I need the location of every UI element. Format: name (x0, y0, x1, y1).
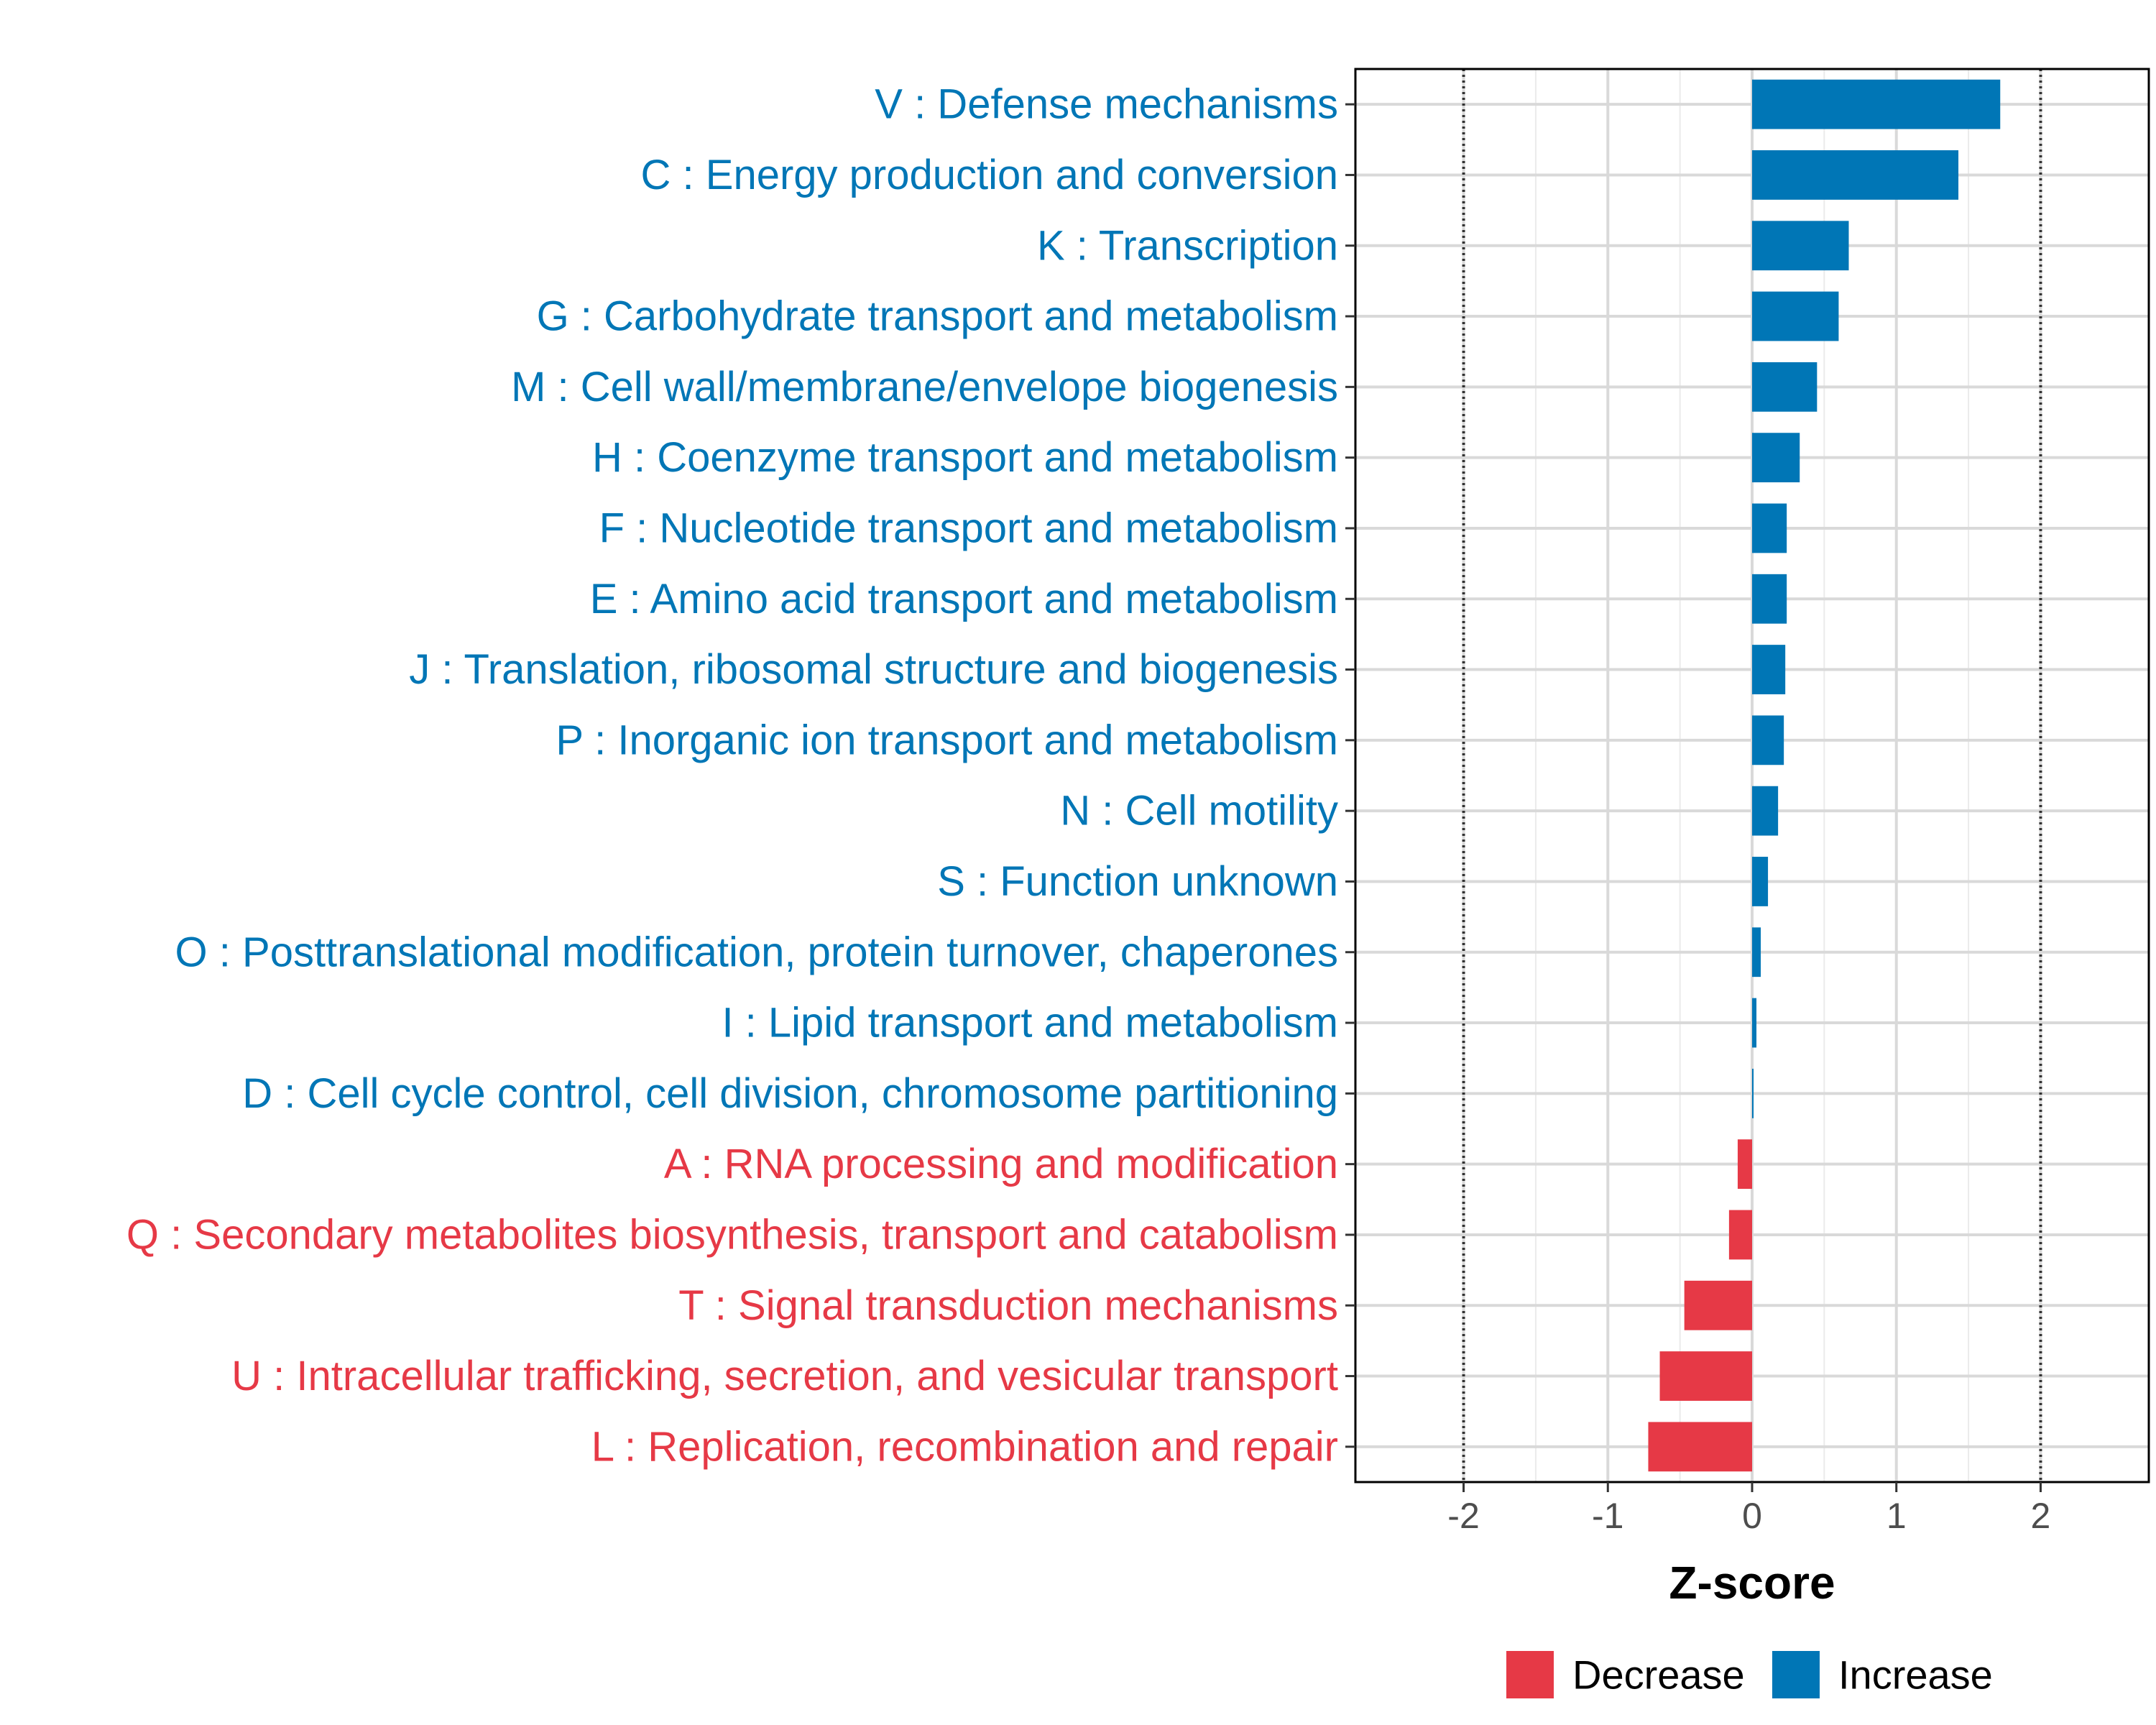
category-label: J : Translation, ribosomal structure and… (409, 646, 1338, 693)
category-label: L : Replication, recombination and repai… (591, 1423, 1338, 1470)
y-axis-ticks (1345, 103, 1355, 1448)
x-axis-labels: -2 -1 0 1 2 (1447, 1496, 2050, 1536)
x-tick-label: -1 (1592, 1496, 1623, 1536)
bar (1752, 79, 2001, 129)
category-label: G : Carbohydrate transport and metabolis… (537, 293, 1338, 340)
category-label: K : Transcription (1037, 222, 1338, 269)
category-label: A : RNA processing and modification (664, 1141, 1338, 1187)
y-axis-labels: V : Defense mechanisms C : Energy product… (126, 81, 1338, 1471)
legend-item: Decrease (1506, 1651, 1745, 1698)
bar (1728, 1210, 1752, 1260)
category-label: F : Nucleotide transport and metabolism (599, 505, 1338, 551)
category-label: H : Coenzyme transport and metabolism (592, 434, 1338, 481)
x-axis-title: Z-score (1669, 1557, 1835, 1609)
category-label: S : Function unknown (937, 858, 1338, 905)
bar (1752, 362, 1818, 412)
category-label: E : Amino acid transport and metabolism (590, 576, 1338, 622)
bar (1752, 503, 1787, 553)
category-label: M : Cell wall/membrane/envelope biogenes… (511, 364, 1338, 410)
bars (1648, 79, 2001, 1472)
legend-label: Increase (1838, 1652, 1993, 1698)
bar (1648, 1422, 1752, 1472)
bar (1752, 998, 1757, 1048)
bar (1659, 1351, 1752, 1401)
legend: Decrease Increase (1506, 1651, 1993, 1698)
x-tick-label: 2 (2031, 1496, 2051, 1536)
category-label: N : Cell motility (1060, 788, 1338, 834)
category-label: U : Intracellular trafficking, secretion… (231, 1353, 1338, 1399)
legend-item: Increase (1772, 1651, 1993, 1698)
legend-swatch (1772, 1651, 1820, 1698)
bar (1752, 645, 1786, 694)
bar (1752, 1068, 1754, 1118)
bar (1752, 433, 1800, 483)
bar (1752, 715, 1784, 765)
category-label: V : Defense mechanisms (875, 81, 1338, 128)
x-tick-label: -2 (1447, 1496, 1479, 1536)
bar (1752, 221, 1849, 271)
bar (1684, 1280, 1752, 1330)
x-axis-ticks (1462, 1482, 2042, 1492)
category-label: C : Energy production and conversion (641, 152, 1338, 198)
category-label: D : Cell cycle control, cell division, c… (242, 1070, 1338, 1117)
bar (1752, 150, 1959, 200)
bar (1752, 574, 1787, 624)
x-tick-label: 0 (1742, 1496, 1762, 1536)
bar (1752, 927, 1761, 978)
x-tick-label: 1 (1886, 1496, 1907, 1536)
bar (1752, 857, 1769, 906)
bar (1752, 786, 1779, 836)
bar (1737, 1139, 1752, 1190)
category-label: P : Inorganic ion transport and metaboli… (556, 717, 1338, 763)
bar (1752, 291, 1839, 341)
category-label: I : Lipid transport and metabolism (722, 1000, 1338, 1046)
category-label: Q : Secondary metabolites biosynthesis, … (126, 1211, 1338, 1258)
category-label: O : Posttranslational modification, prot… (175, 929, 1338, 975)
legend-swatch (1506, 1651, 1554, 1698)
legend-label: Decrease (1572, 1652, 1745, 1698)
category-label: T : Signal transduction mechanisms (678, 1282, 1338, 1329)
